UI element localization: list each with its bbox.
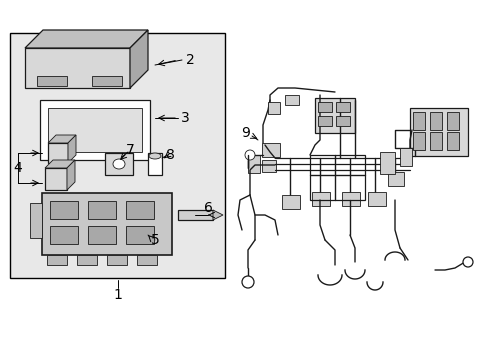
Bar	[107, 255, 127, 265]
Bar	[148, 153, 162, 175]
Polygon shape	[67, 160, 75, 190]
Bar	[399, 148, 411, 166]
Bar	[309, 155, 364, 200]
Bar	[137, 255, 157, 265]
Bar	[412, 132, 424, 150]
Text: 2: 2	[185, 53, 194, 67]
Bar	[387, 172, 403, 186]
Bar	[317, 116, 331, 126]
Bar	[341, 192, 359, 206]
Ellipse shape	[242, 276, 253, 288]
Bar	[317, 102, 331, 112]
Bar	[10, 33, 224, 278]
Text: 5: 5	[150, 233, 159, 247]
Text: 1: 1	[113, 288, 122, 302]
Bar	[446, 132, 458, 150]
Bar	[126, 201, 154, 219]
Bar	[77, 255, 97, 265]
Bar	[37, 76, 67, 86]
Bar	[262, 143, 280, 157]
Bar	[429, 132, 441, 150]
Bar	[48, 108, 142, 152]
Bar	[267, 102, 280, 114]
Polygon shape	[130, 30, 148, 88]
Bar	[311, 192, 329, 206]
Bar	[335, 116, 349, 126]
Bar	[92, 76, 122, 86]
Ellipse shape	[149, 153, 161, 159]
Bar	[50, 201, 78, 219]
Bar	[47, 255, 67, 265]
Polygon shape	[25, 30, 148, 48]
Bar	[48, 143, 68, 163]
Bar	[50, 226, 78, 244]
Bar	[105, 153, 133, 175]
Bar	[409, 108, 467, 156]
Polygon shape	[48, 135, 76, 143]
Bar	[45, 168, 67, 190]
Bar	[285, 95, 298, 105]
Bar	[412, 112, 424, 130]
Text: 6: 6	[203, 201, 212, 215]
Text: 4: 4	[14, 161, 22, 175]
Text: 8: 8	[165, 148, 174, 162]
Bar	[446, 112, 458, 130]
Bar	[88, 201, 116, 219]
Bar	[30, 203, 42, 238]
Bar	[429, 112, 441, 130]
Bar	[262, 160, 275, 172]
Polygon shape	[213, 210, 223, 220]
Bar	[88, 226, 116, 244]
Bar	[282, 195, 299, 209]
Bar	[126, 226, 154, 244]
Bar	[314, 98, 354, 133]
Bar	[40, 100, 150, 160]
Bar	[25, 48, 130, 88]
Bar	[42, 193, 172, 255]
Polygon shape	[68, 135, 76, 163]
Bar	[367, 192, 385, 206]
Bar	[335, 102, 349, 112]
Polygon shape	[45, 160, 75, 168]
Bar	[247, 155, 260, 173]
Text: 9: 9	[241, 126, 250, 140]
Bar	[178, 210, 213, 220]
Ellipse shape	[244, 150, 254, 160]
Bar	[379, 152, 394, 174]
Ellipse shape	[113, 159, 125, 169]
Text: 3: 3	[180, 111, 189, 125]
Ellipse shape	[462, 257, 472, 267]
Text: 7: 7	[125, 143, 134, 157]
